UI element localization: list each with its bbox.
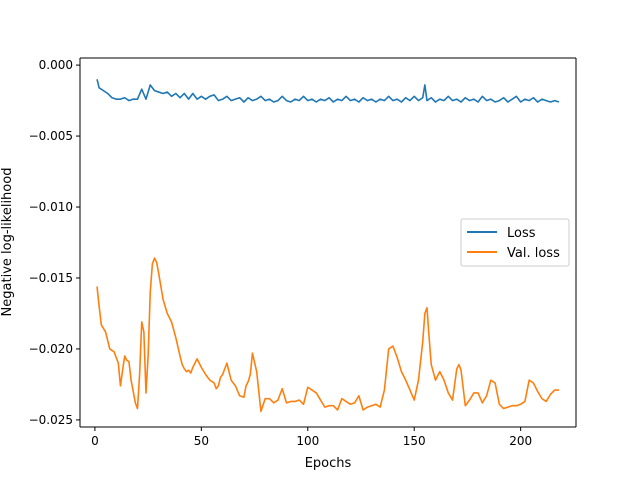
x-tick-label: 50 xyxy=(194,434,209,448)
y-tick-label: −0.005 xyxy=(29,129,73,143)
axes-frame xyxy=(79,57,577,428)
legend-label-loss: Loss xyxy=(507,226,536,241)
series-line-loss xyxy=(96,79,560,103)
y-tick-label: −0.020 xyxy=(29,342,73,356)
x-axis-label: Epochs xyxy=(305,456,352,471)
y-tick-label: −0.025 xyxy=(29,413,73,427)
legend-label-val-loss: Val. loss xyxy=(507,246,560,261)
y-tick-label: −0.015 xyxy=(29,271,73,285)
legend: Loss Val. loss xyxy=(460,218,570,267)
series-layer xyxy=(96,79,560,413)
x-tick-label: 0 xyxy=(91,434,99,448)
legend-box xyxy=(460,218,570,267)
series-line-val-loss xyxy=(96,257,559,413)
y-tick-label: 0.000 xyxy=(39,58,73,72)
y-axis-ticks: 0.000 −0.005 −0.010 −0.015 −0.020 −0.025 xyxy=(29,58,80,427)
x-tick-label: 200 xyxy=(509,434,532,448)
x-tick-label: 100 xyxy=(296,434,319,448)
y-axis-label: Negative log-likelihood xyxy=(0,168,15,317)
y-tick-label: −0.010 xyxy=(29,200,73,214)
x-axis-ticks: 0 50 100 150 200 xyxy=(91,427,532,448)
x-tick-label: 150 xyxy=(403,434,426,448)
